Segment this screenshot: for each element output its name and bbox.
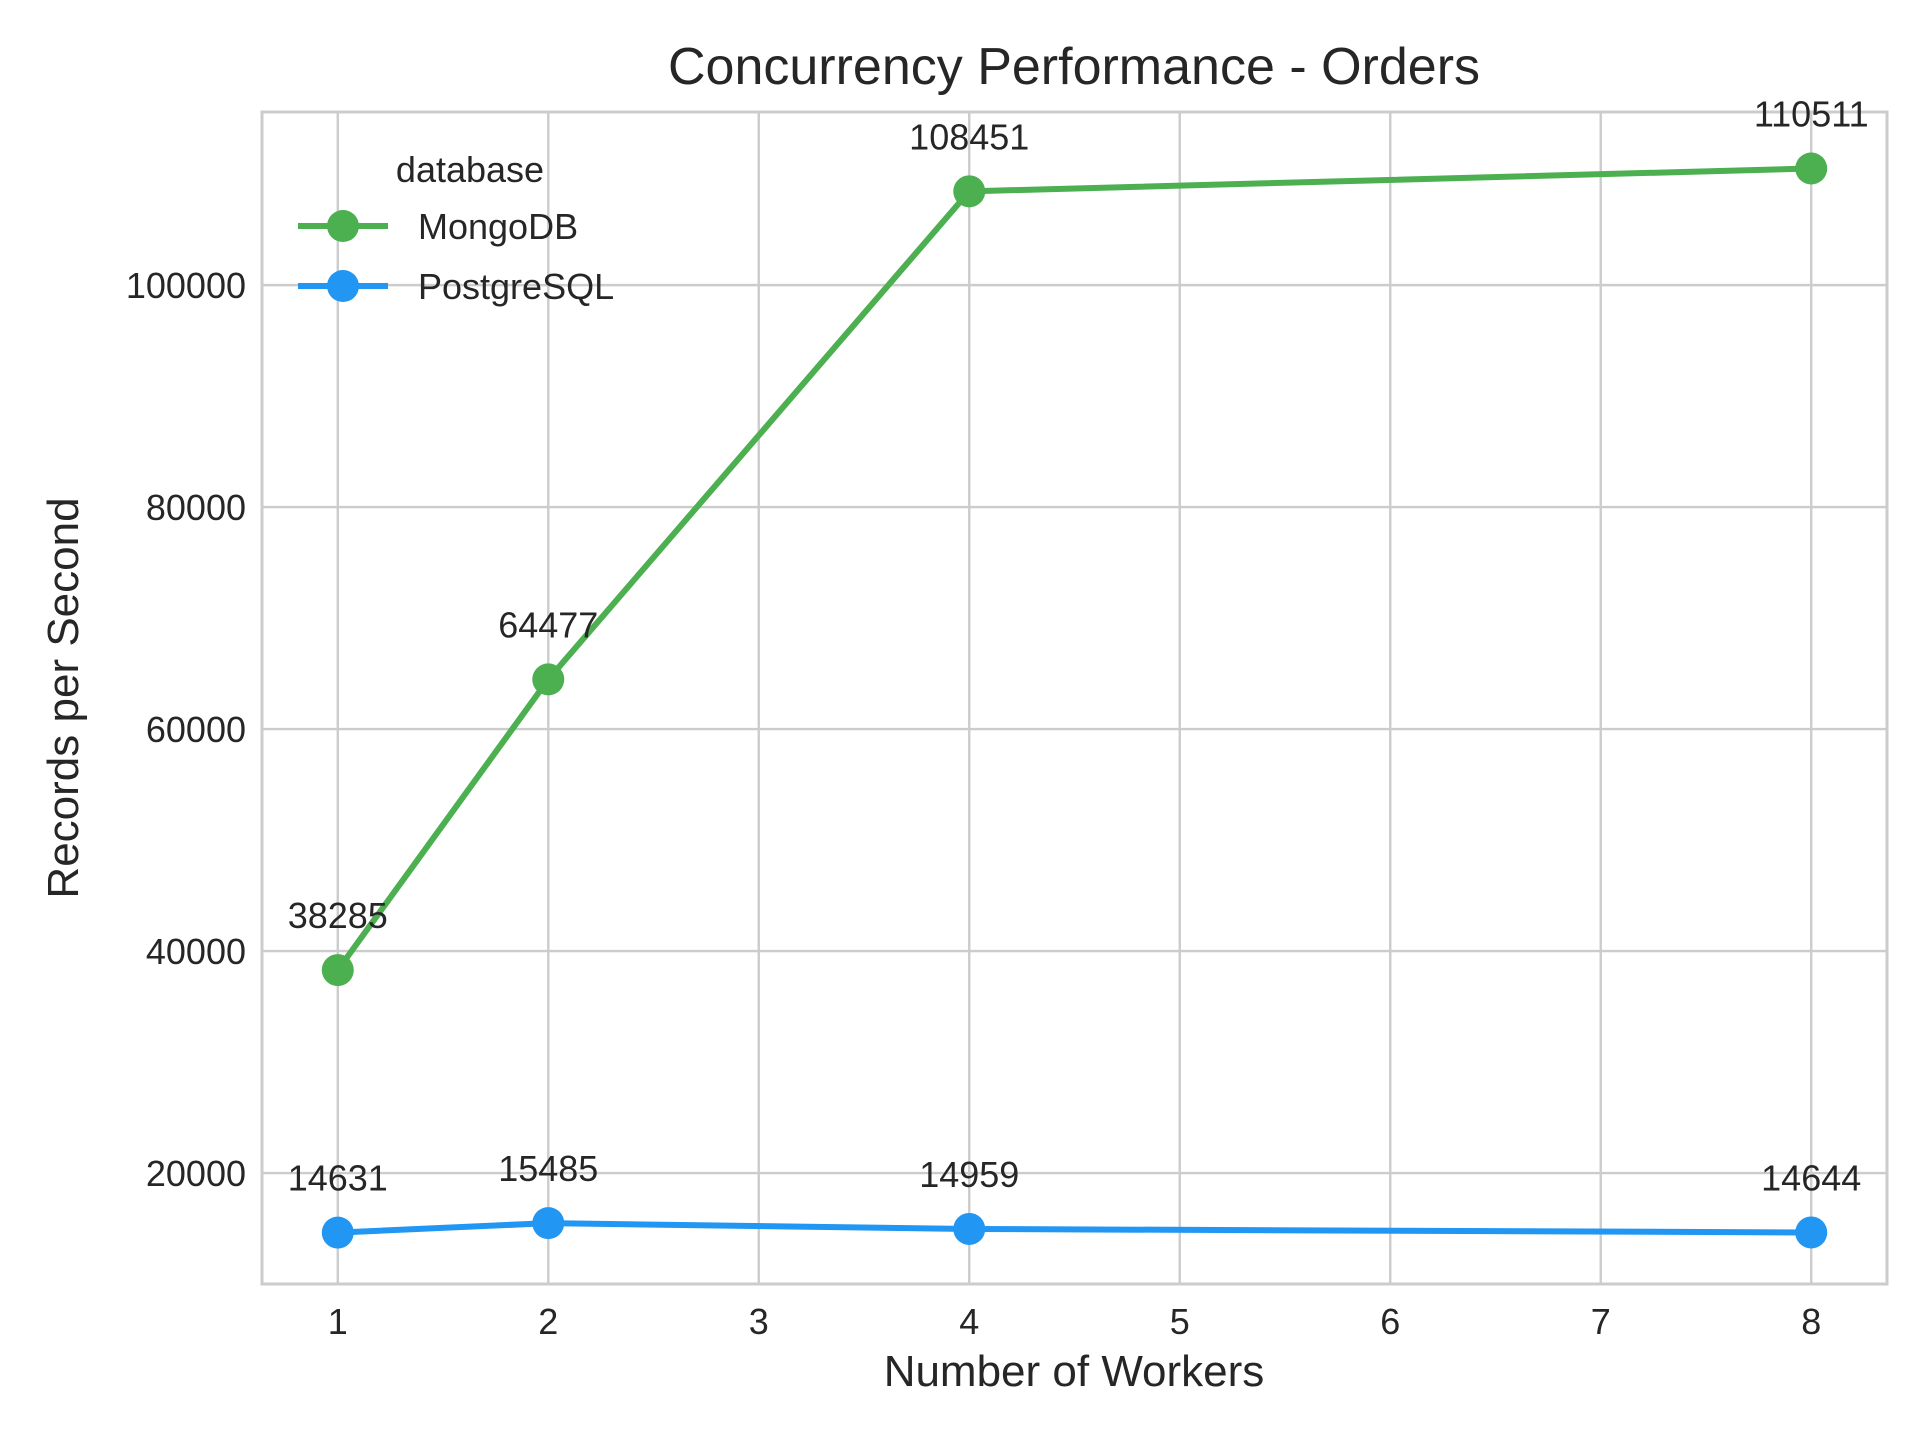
legend-title: database [396,149,544,190]
data-point-mongodb [532,663,565,696]
plot-frame [260,110,1889,1286]
data-point-postgresql [1795,1216,1828,1249]
x-tick-label: 1 [328,1301,348,1342]
y-axis-label: Records per Second [39,497,88,898]
legend: database MongoDB PostgreSQL [298,149,614,307]
data-point-mongodb [953,175,986,208]
data-point-postgresql [321,1216,354,1249]
series-line-mongodb [334,165,1815,974]
y-tick-label: 40000 [146,931,246,972]
data-labels: 38285 64477 108451 110511 14631 15485 14959 146… [288,93,1869,1198]
legend-label-mongodb: MongoDB [418,206,578,247]
series-mongodb [321,152,1828,987]
legend-label-postgresql: PostgreSQL [418,266,614,307]
data-label-postgresql: 14644 [1761,1157,1861,1198]
y-tick-label: 20000 [146,1153,246,1194]
x-tick-label: 3 [749,1301,769,1342]
x-tick-label: 8 [1801,1301,1821,1342]
data-label-postgresql: 14631 [288,1158,388,1199]
x-tick-label: 7 [1591,1301,1611,1342]
data-label-mongodb: 38285 [288,895,388,936]
y-tick-label: 60000 [146,709,246,750]
series-layer [321,152,1828,1249]
tick-labels: 1 2 3 4 5 6 7 8 20000 40000 60000 80000 100000 [126,265,1821,1342]
data-point-mongodb [1795,152,1828,185]
legend-item-mongodb: MongoDB [298,206,578,247]
x-axis-label: Number of Workers [884,1347,1265,1396]
data-label-mongodb: 110511 [1754,93,1869,134]
legend-item-postgresql: PostgreSQL [298,266,614,307]
y-tick-label: 100000 [126,265,246,306]
grid [262,112,1887,1284]
data-label-postgresql: 15485 [498,1148,598,1189]
data-point-mongodb [321,954,354,987]
data-point-postgresql [532,1207,565,1240]
data-point-postgresql [953,1212,986,1245]
x-tick-label: 2 [538,1301,558,1342]
data-label-mongodb: 64477 [498,604,598,645]
chart-title: Concurrency Performance - Orders [668,38,1480,96]
data-label-postgresql: 14959 [919,1154,1019,1195]
legend-marker-postgresql [327,270,359,302]
series-line-postgresql [334,1220,1815,1236]
x-tick-label: 4 [959,1301,979,1342]
y-tick-label: 80000 [146,487,246,528]
data-label-mongodb: 108451 [909,116,1029,157]
x-tick-label: 6 [1380,1301,1400,1342]
x-tick-label: 5 [1170,1301,1190,1342]
legend-marker-mongodb [327,210,359,242]
series-postgresql [321,1207,1828,1249]
